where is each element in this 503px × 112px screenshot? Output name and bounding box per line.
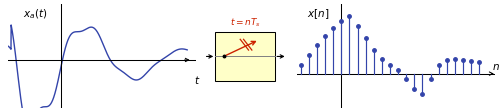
Text: $t = nT_s$: $t = nT_s$ xyxy=(230,16,261,29)
FancyBboxPatch shape xyxy=(215,32,275,81)
Text: $t$: $t$ xyxy=(194,74,201,86)
Text: $x_a(t)$: $x_a(t)$ xyxy=(23,8,47,21)
Text: $n$: $n$ xyxy=(492,62,500,72)
Text: $x[n]$: $x[n]$ xyxy=(307,8,329,21)
